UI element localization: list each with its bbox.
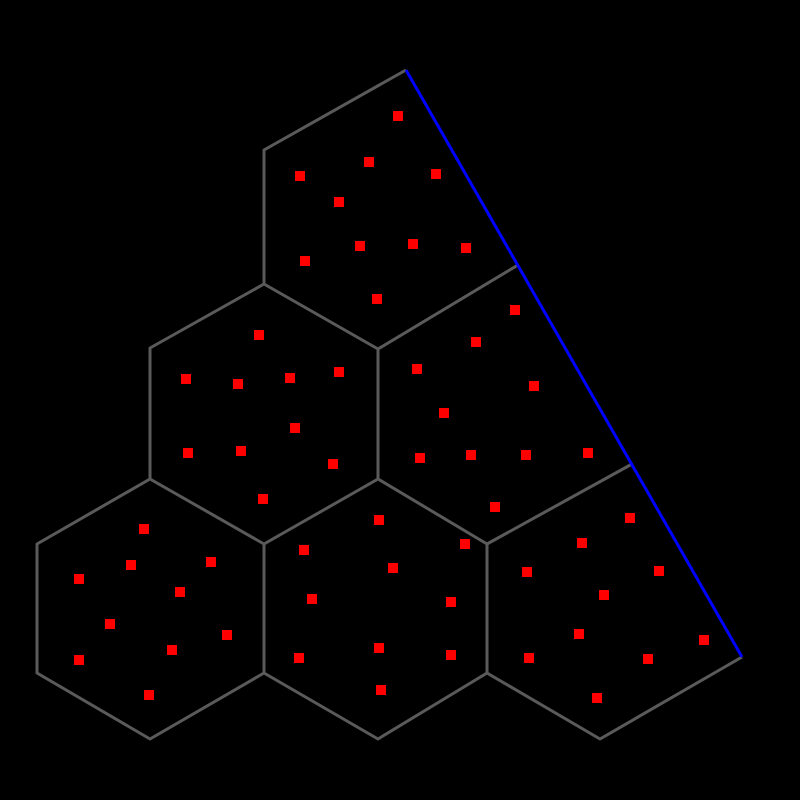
sample-point bbox=[334, 197, 344, 207]
sample-point bbox=[388, 563, 398, 573]
sample-point bbox=[364, 157, 374, 167]
sample-point bbox=[290, 423, 300, 433]
sample-point bbox=[592, 693, 602, 703]
sample-point bbox=[126, 560, 136, 570]
sample-point bbox=[258, 494, 268, 504]
sample-point bbox=[299, 545, 309, 555]
cell-edge bbox=[35, 477, 266, 741]
sample-point bbox=[254, 330, 264, 340]
sample-point bbox=[376, 685, 386, 695]
sample-point bbox=[175, 587, 185, 597]
sample-point bbox=[415, 453, 425, 463]
cell-edge bbox=[486, 655, 743, 741]
sample-point bbox=[574, 629, 584, 639]
sample-point bbox=[334, 367, 344, 377]
sample-point bbox=[139, 524, 149, 534]
sample-point bbox=[431, 169, 441, 179]
sample-point bbox=[374, 643, 384, 653]
sample-points bbox=[74, 111, 709, 703]
sample-point bbox=[295, 171, 305, 181]
sample-point bbox=[372, 294, 382, 304]
cell-edges bbox=[35, 68, 743, 741]
sample-point bbox=[466, 450, 476, 460]
sample-point bbox=[439, 408, 449, 418]
sample-point bbox=[446, 597, 456, 607]
sample-point bbox=[446, 650, 456, 660]
cell-edge bbox=[262, 68, 407, 284]
sample-point bbox=[374, 515, 384, 525]
boundary-edge bbox=[404, 69, 744, 658]
sample-point bbox=[167, 645, 177, 655]
sample-point bbox=[461, 243, 471, 253]
sample-point bbox=[599, 590, 609, 600]
sample-point bbox=[105, 619, 115, 629]
sample-point bbox=[236, 446, 246, 456]
sample-point bbox=[625, 513, 635, 523]
sample-point bbox=[328, 459, 338, 469]
sample-point bbox=[307, 594, 317, 604]
sample-point bbox=[654, 566, 664, 576]
sample-point bbox=[300, 256, 310, 266]
sample-point bbox=[285, 373, 295, 383]
sample-point bbox=[577, 538, 587, 548]
sample-point bbox=[522, 567, 532, 577]
sample-point bbox=[233, 379, 243, 389]
sample-point bbox=[471, 337, 481, 347]
sample-point bbox=[181, 374, 191, 384]
sample-point bbox=[74, 655, 84, 665]
sample-point bbox=[699, 635, 709, 645]
sample-point bbox=[460, 539, 470, 549]
boundary-line bbox=[404, 69, 744, 658]
sample-point bbox=[529, 381, 539, 391]
sample-point bbox=[183, 448, 193, 458]
sample-point bbox=[408, 239, 418, 249]
sample-point bbox=[355, 241, 365, 251]
sample-point bbox=[294, 653, 304, 663]
sample-point bbox=[206, 557, 216, 567]
sample-point bbox=[583, 448, 593, 458]
sample-point bbox=[643, 654, 653, 664]
sample-point bbox=[510, 305, 520, 315]
sample-point bbox=[524, 653, 534, 663]
sample-point bbox=[144, 690, 154, 700]
sample-point bbox=[490, 502, 500, 512]
sample-point bbox=[393, 111, 403, 121]
sample-point bbox=[412, 364, 422, 374]
sample-point bbox=[521, 450, 531, 460]
cell-edge bbox=[263, 544, 489, 741]
cell-edge bbox=[148, 282, 265, 479]
sample-point bbox=[74, 574, 84, 584]
sample-point bbox=[222, 630, 232, 640]
